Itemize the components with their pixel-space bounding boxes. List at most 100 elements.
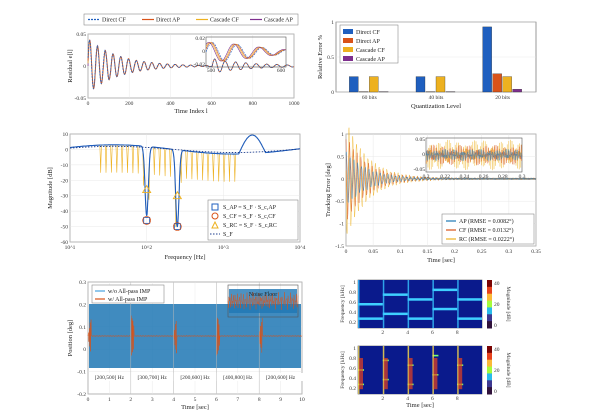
spectrogram-top-colorbar-band <box>487 307 492 315</box>
frequency-y-tick: 0 <box>65 147 68 153</box>
spectrogram-bottom-x-tick: 4 <box>406 396 409 402</box>
spectrogram-bottom-burst <box>359 358 363 390</box>
quantization-bar <box>482 26 492 93</box>
spectrogram-top-x-tick: 8 <box>456 330 459 336</box>
spectrogram-bottom-background <box>358 346 482 394</box>
position-x-tick: 8 <box>258 397 261 403</box>
position-x-tick: 0 <box>87 397 90 403</box>
position-segment-bg <box>92 373 132 381</box>
frequency-marker-square <box>143 216 151 224</box>
spectrogram-bottom-y-tick: 0.4 <box>349 376 356 382</box>
quantization-legend-label: Cascade CF <box>356 48 385 54</box>
spectrogram-bottom-ridge <box>432 354 439 357</box>
quantization-bar <box>349 76 359 93</box>
tracking-inset-y-tick: -0.05 <box>414 167 426 173</box>
tracking-legend-label: CF (RMSE = 0.0132°) <box>459 227 513 234</box>
frequency-x-tick: 10^4 <box>295 245 306 251</box>
position-segment-label: [400,800] Hz <box>223 375 253 381</box>
frequency-y-label: Magnitude [dB] <box>47 167 54 209</box>
frequency-legend-swatch <box>211 203 219 211</box>
position-x-tick: 4 <box>172 397 175 403</box>
position-x-tick: 10 <box>299 397 305 403</box>
quantization-y-label: Relative Error % <box>317 34 324 79</box>
spectrogram-top-colorbar-band <box>487 280 492 288</box>
quantization-chart: 1 0.5 0 60 bits 40 bits 20 bits Quantization L… <box>317 20 537 110</box>
tracking-inset-x-tick: 0.2 <box>423 174 430 180</box>
spectrogram-top-ridge <box>358 317 383 320</box>
spectrogram-top-ridge <box>382 293 408 296</box>
spectrogram-top-ridge <box>457 298 482 301</box>
spectrogram-top-colorbar-band <box>487 286 492 295</box>
residual-inset-line <box>205 42 287 62</box>
residual-legend-label: Cascade AP <box>264 18 293 24</box>
quantization-x-tick: 60 bits <box>362 95 377 101</box>
frequency-marker-square <box>173 223 181 231</box>
residual-inset-y-tick: 0.02 <box>195 36 205 42</box>
spectrogram-top-y-tick: 0.6 <box>349 300 356 306</box>
frequency-x-label: Frequency [Hz] <box>165 254 206 261</box>
position-legend-box <box>91 284 165 304</box>
spectrogram-top-x-tick: 2 <box>381 330 384 336</box>
spectrogram-bottom-transient <box>432 346 434 394</box>
quantization-legend-label: Direct CF <box>356 30 380 36</box>
spectrogram-top-y-tick: 0.8 <box>349 290 356 296</box>
spectrogram-bottom-transient <box>382 346 385 394</box>
tracking-y-tick: 1 <box>341 132 344 138</box>
spectrogram-top-colorbar: 40 20 0 Magnitude [dB] <box>487 280 511 329</box>
spectrogram-bottom-colorbar-band <box>487 352 492 361</box>
spectrogram-bottom-y-tick: 0.8 <box>349 356 356 362</box>
residual-y-tick: -0.05 <box>75 96 87 102</box>
frequency-sf-line <box>69 145 301 153</box>
frequency-y-tick: -40 <box>61 209 69 215</box>
tracking-legend-label: RC (RMSE = 0.0222°) <box>459 236 514 243</box>
tracking-inset-y-tick: 0.05 <box>415 137 425 143</box>
position-y-tick: 0.3 <box>79 280 86 286</box>
frequency-y-tick: -50 <box>61 225 69 231</box>
tracking-x-tick: 0.2 <box>451 249 458 255</box>
spectrogram-bottom-burst <box>433 358 438 390</box>
position-x-tick: 5 <box>194 397 197 403</box>
position-y-label: Position [deg] <box>67 320 74 357</box>
residual-legend-label: Direct CF <box>102 18 126 24</box>
position-y-tick: 0 <box>83 347 86 353</box>
frequency-chart: 10^1 10^2 10^3 10^4 10 0 -10 -20 -30 -40 -50 -60 Fre… <box>47 132 306 261</box>
residual-x-tick: 400 <box>166 101 175 107</box>
residual-inset-x-tick: 500 <box>207 68 216 74</box>
position-legend-label: w/o All-pass IMP <box>108 289 151 295</box>
tracking-inset-x-tick: 0.22 <box>440 174 450 180</box>
quantization-legend: Direct CF Direct AP Cascade CF Cascade AP <box>339 24 399 64</box>
tracking-x-tick: 0.15 <box>423 249 433 255</box>
spectrogram-top-ridge <box>382 312 408 316</box>
frequency-legend-box <box>207 199 299 241</box>
quantization-bar <box>435 76 446 93</box>
position-x-tick: 2 <box>129 397 132 403</box>
position-imp-line <box>87 315 303 356</box>
spectrogram-bottom-colorbar-band <box>487 359 492 368</box>
quantization-x-tick: 40 bits <box>429 95 444 101</box>
residual-x-tick: 600 <box>207 101 216 107</box>
frequency-y-tick: -60 <box>61 240 69 246</box>
spectrogram-bottom-colorbar: 40 20 0 Magnitude [dB] <box>487 346 511 395</box>
quantization-y-tick: 0.5 <box>327 55 334 61</box>
position-segment-label: [200,600] Hz <box>266 375 296 381</box>
spectrogram-bottom-y-tick: 0.6 <box>349 366 356 372</box>
spectrogram-bottom-x-tick: 8 <box>456 396 459 402</box>
quantization-bar <box>512 89 522 93</box>
frequency-legend-label: S_AP = S_F · S_c,AP <box>223 205 277 211</box>
tracking-y-tick: 0 <box>341 177 344 183</box>
spectrogram-bottom-transient <box>358 346 360 394</box>
position-legend-label: w/ All-pass IMP <box>108 297 148 303</box>
frequency-y-tick: -30 <box>61 194 69 200</box>
spectrogram-bottom-y-label: Frequency [kHz] <box>340 351 346 389</box>
position-x-tick: 1 <box>108 397 111 403</box>
frequency-x-tick: 10^2 <box>141 245 152 251</box>
spectrogram-top-y-tick: 0.2 <box>349 320 356 326</box>
frequency-legend-swatch <box>211 212 219 220</box>
spectrogram-bottom-x-tick: 6 <box>431 396 434 402</box>
spectrogram-bottom-colorbar-label: Magnitude [dB] <box>505 352 511 387</box>
position-segment-bg <box>220 373 261 381</box>
tracking-chart: 0 0.05 0.1 0.15 0.2 0.25 0.3 0.35 1 0.5 0 -0.5 -1 -1.… <box>325 127 541 264</box>
